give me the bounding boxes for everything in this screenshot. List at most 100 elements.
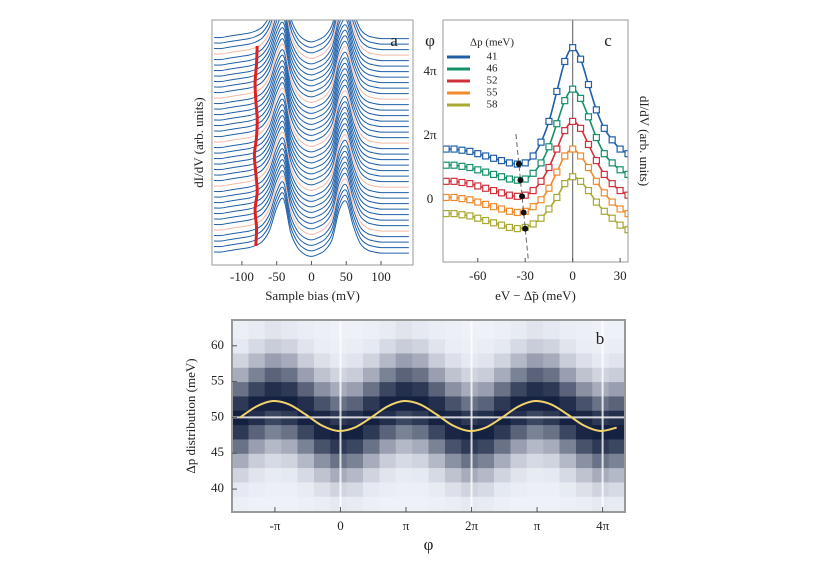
heat-cell	[281, 367, 298, 383]
heat-cell	[592, 467, 610, 483]
marker	[561, 152, 569, 160]
panel-label: c	[604, 31, 612, 50]
marker	[489, 154, 498, 162]
heat-cell	[395, 438, 413, 454]
spectrum	[214, 43, 409, 103]
marker	[521, 159, 529, 167]
marker	[450, 145, 458, 153]
mean-line	[239, 399, 617, 433]
marker	[466, 163, 474, 172]
spectrum	[214, 20, 409, 43]
heat-cell	[313, 496, 331, 513]
marker	[474, 150, 482, 158]
heat-cell	[559, 438, 577, 454]
heat-cell	[608, 467, 626, 483]
heat-cell	[395, 320, 413, 340]
heat-cell	[297, 467, 315, 483]
marker	[443, 161, 450, 169]
marker	[443, 193, 450, 202]
marker	[450, 177, 458, 185]
heat-cell	[477, 496, 495, 513]
marker	[458, 146, 466, 154]
spectrum	[214, 148, 409, 208]
heat-cell	[248, 496, 266, 513]
heat-cell	[232, 352, 249, 368]
x-tick-label: -60	[469, 268, 486, 283]
x-tick-label: -π	[269, 518, 280, 533]
heat-cell	[363, 438, 380, 454]
heat-cell	[412, 338, 429, 354]
heat-cell	[346, 381, 364, 397]
heat-cell	[281, 453, 298, 469]
heat-cell	[313, 395, 331, 411]
heat-cell	[281, 424, 298, 440]
heat-cell	[313, 481, 331, 497]
heat-cell	[510, 338, 528, 354]
heat-cell	[232, 424, 249, 440]
heat-cell	[608, 320, 626, 340]
heat-cell	[395, 453, 413, 469]
spectrum	[214, 65, 409, 125]
x-tick-label: 0	[569, 268, 576, 283]
heat-cell	[559, 424, 577, 440]
heat-cell	[543, 481, 560, 497]
heat-cell	[526, 338, 544, 354]
heat-cell	[592, 453, 610, 469]
heat-cell	[346, 453, 364, 469]
legend-label: 58	[487, 99, 499, 111]
marker	[608, 214, 616, 222]
heat-cell	[313, 367, 331, 383]
heat-cell	[608, 453, 626, 469]
marker	[529, 220, 537, 228]
spectrum	[214, 32, 409, 92]
heat-cell	[444, 338, 462, 354]
heat-cell	[379, 438, 397, 454]
heat-cell	[510, 453, 528, 469]
heat-cell	[461, 453, 479, 469]
heat-cell	[232, 381, 249, 397]
heat-cell	[543, 367, 560, 383]
marker	[600, 150, 608, 158]
heat-cell	[297, 424, 315, 440]
minimum-dot	[517, 177, 524, 184]
marker	[537, 177, 545, 185]
heat-cell	[444, 381, 462, 397]
heat-cell	[575, 320, 593, 340]
marker	[545, 205, 553, 213]
heat-cell	[559, 481, 577, 497]
heat-cell	[264, 338, 282, 354]
marker	[576, 55, 585, 63]
trace-line	[252, 45, 259, 247]
heat-cell	[248, 438, 266, 454]
heat-cell	[297, 496, 315, 513]
spectrum	[214, 27, 409, 87]
y-axis-label: dI/dV (arb. units)	[191, 97, 206, 187]
marker	[592, 106, 600, 114]
heat-cell	[248, 352, 266, 368]
marker	[569, 145, 577, 153]
x-axis-label: eV − Δ̃p (meV)	[495, 288, 576, 303]
heat-cell	[379, 338, 397, 354]
heat-cell	[543, 438, 560, 454]
x-tick-label: 50	[340, 269, 353, 284]
heat-cell	[477, 467, 495, 483]
heat-cell	[608, 395, 626, 411]
spectrum	[214, 164, 409, 224]
heat-cell	[248, 481, 266, 497]
marker	[616, 186, 624, 195]
heat-cell	[428, 438, 446, 454]
heat-cell	[330, 367, 348, 383]
spectrum	[214, 186, 409, 246]
x-tick-label: 0	[308, 269, 315, 284]
heat-cell	[412, 352, 429, 368]
y2-tick-label: 4π	[423, 63, 437, 78]
minimum-dot	[515, 161, 522, 168]
marker	[529, 169, 537, 177]
heat-cell	[510, 467, 528, 483]
heat-cell	[363, 496, 380, 513]
heat-cell	[526, 381, 544, 397]
heat-cell	[346, 352, 364, 368]
heat-cell	[461, 367, 479, 383]
heat-cell	[428, 320, 446, 340]
marker	[505, 175, 514, 183]
